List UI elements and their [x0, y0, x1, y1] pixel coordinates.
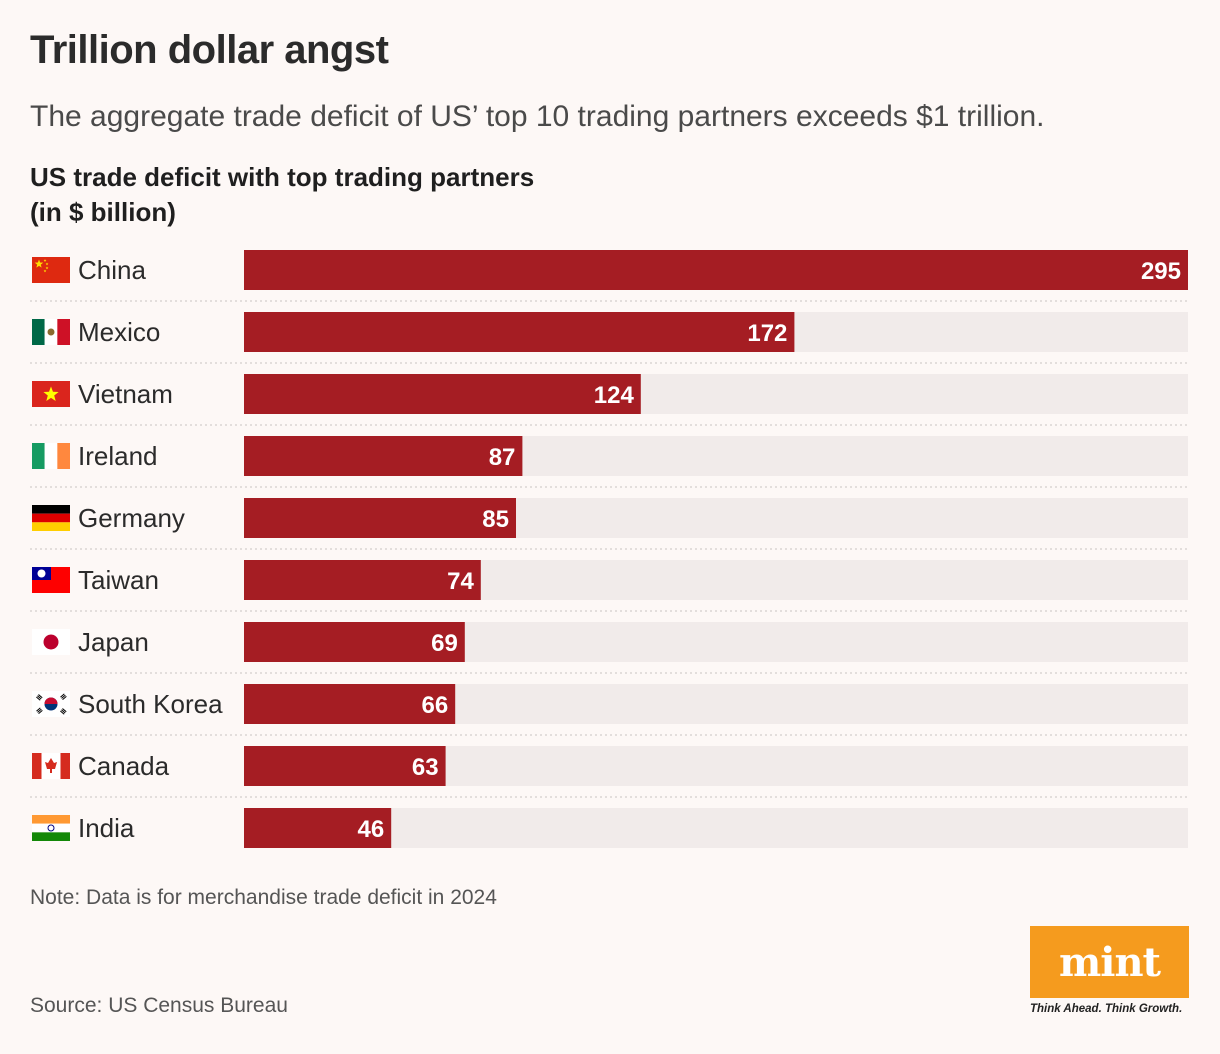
bar-row: 66 South Korea: [30, 672, 1188, 724]
south-korea-flag-icon: [32, 691, 70, 717]
category-label: China: [78, 255, 146, 285]
vietnam-flag-icon: [32, 381, 70, 407]
india-flag-icon: [32, 815, 70, 841]
category-label: Vietnam: [78, 379, 173, 409]
bar-value-label: 69: [431, 630, 458, 657]
bar-value-label: 74: [447, 568, 474, 595]
mint-tagline: Think Ahead. Think Growth.: [1030, 1003, 1183, 1015]
category-label: Mexico: [78, 317, 160, 347]
bar-value-label: 46: [357, 816, 384, 843]
chart-subtitle: The aggregate trade deficit of US’ top 1…: [30, 100, 1045, 133]
mexico-flag-icon: [32, 319, 70, 345]
category-label: Taiwan: [78, 565, 159, 595]
bar-value-label: 172: [747, 320, 787, 347]
germany-flag-icon: [32, 505, 70, 531]
bar: [244, 312, 795, 352]
bar-row: 295 China: [32, 250, 1188, 290]
mint-logo: mint: [1030, 926, 1189, 998]
bar: [244, 436, 523, 476]
bar-row: 46 India: [30, 796, 1188, 848]
category-label: South Korea: [78, 689, 223, 719]
bar: [244, 374, 641, 414]
bar: [244, 560, 481, 600]
chart-heading-line1: US trade deficit with top trading partne…: [30, 162, 535, 192]
bar: [244, 622, 465, 662]
bar-row: 69 Japan: [30, 610, 1188, 662]
bar-row: 172 Mexico: [30, 300, 1188, 352]
chart-heading-line2: (in $ billion): [30, 197, 176, 227]
category-label: Japan: [78, 627, 149, 657]
bar-row: 124 Vietnam: [30, 362, 1188, 414]
bar-track: [244, 808, 1188, 848]
chart-source: Source: US Census Bureau: [30, 994, 288, 1017]
bar-value-label: 87: [489, 444, 516, 471]
china-flag-icon: [32, 257, 70, 283]
taiwan-flag-icon: [32, 567, 70, 593]
bar-row: 85 Germany: [30, 486, 1188, 538]
bar: [244, 498, 516, 538]
bar-value-label: 295: [1141, 258, 1181, 285]
bar: [244, 684, 456, 724]
category-label: Germany: [78, 503, 185, 533]
category-label: Ireland: [78, 441, 158, 471]
bar-row: 74 Taiwan: [30, 548, 1188, 600]
bar: [244, 746, 446, 786]
chart-title-main: Trillion dollar angst: [30, 28, 389, 72]
bar-row: 87 Ireland: [30, 424, 1188, 476]
category-label: India: [78, 813, 135, 843]
bar-value-label: 63: [412, 754, 439, 781]
bar-row: 63 Canada: [30, 734, 1188, 786]
mint-logo-text: mint: [1058, 938, 1161, 986]
bar: [244, 808, 392, 848]
chart-note: Note: Data is for merchandise trade defi…: [30, 886, 497, 909]
bar-value-label: 124: [594, 382, 635, 409]
bar: [244, 250, 1188, 290]
bar-value-label: 85: [482, 506, 509, 533]
chart-heading: US trade deficit with top trading partne…: [30, 160, 534, 230]
bar-chart: 295 China 172 Mexico 124 Vietnam 87 Ireland 85 Ge…: [30, 250, 1188, 848]
japan-flag-icon: [32, 629, 70, 655]
ireland-flag-icon: [32, 443, 70, 469]
category-label: Canada: [78, 751, 170, 781]
bar-value-label: 66: [421, 692, 448, 719]
canada-flag-icon: [32, 753, 70, 779]
